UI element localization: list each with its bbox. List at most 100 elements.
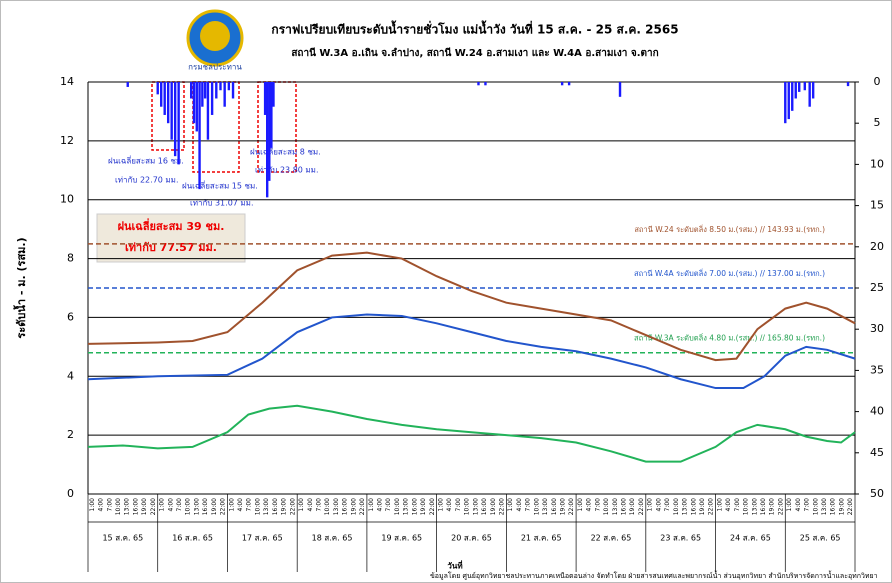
hour-tick-label: 19:00 — [699, 498, 706, 515]
rain-bar — [126, 82, 129, 87]
rain-bar — [227, 82, 231, 91]
rain-bar — [201, 82, 204, 107]
x-tick-label: 23 ส.ค. 65 — [660, 534, 701, 543]
hour-tick-label: 19:00 — [629, 498, 636, 515]
annotation: ฝนเฉลี่ยสะสม 16 ชม. — [108, 155, 184, 166]
x-tick-label: 16 ส.ค. 65 — [172, 534, 213, 543]
hour-tick-label: 19:00 — [420, 498, 427, 515]
hour-tick-label: 10:00 — [464, 498, 471, 515]
annotations: ฝนเฉลี่ยสะสม 16 ชม. เท่ากับ 22.70 มม. ฝน… — [96, 81, 321, 263]
rain-bar — [156, 82, 159, 95]
y2-tick-label: 30 — [870, 322, 884, 335]
y-axis-label: ระดับน้ำ - ม. (รสม.) — [13, 237, 28, 338]
rain-bar — [794, 82, 797, 99]
hour-tick-label: 1:00 — [507, 498, 514, 512]
hour-tick-label: 10:00 — [115, 498, 122, 515]
hour-tick-label: 1:00 — [89, 498, 96, 512]
hour-tick-label: 19:00 — [769, 498, 776, 515]
hour-tick-label: 22:00 — [429, 498, 436, 515]
hour-tick-label: 7:00 — [455, 498, 462, 512]
hour-tick-label: 22:00 — [289, 498, 296, 515]
annotation: เท่ากับ 31.07 มม. — [190, 199, 254, 208]
rain-bar — [192, 82, 196, 124]
y2-tick-label: 0 — [874, 75, 881, 88]
hour-tick-label: 16:00 — [481, 498, 488, 515]
series-line — [87, 313, 856, 390]
hour-tick-label: 7:00 — [734, 498, 741, 512]
x-tick-label: 21 ส.ค. 65 — [521, 534, 562, 543]
hour-tick-label: 4:00 — [237, 498, 244, 512]
hour-tick-label: 16:00 — [690, 498, 697, 515]
rain-bar — [223, 82, 226, 107]
hour-tick-label: 13:00 — [472, 498, 479, 515]
hour-tick-label: 7:00 — [385, 498, 392, 512]
hour-tick-label: 13:00 — [751, 498, 758, 515]
y2-tick-label: 15 — [870, 199, 884, 212]
rain-bar — [189, 82, 193, 99]
rain-bar — [268, 82, 271, 181]
series-line — [87, 251, 856, 362]
hour-tick-label: 10:00 — [185, 498, 192, 515]
hour-tick-label: 10:00 — [603, 498, 610, 515]
hour-tick-label: 4:00 — [655, 498, 662, 512]
hour-tick-label: 19:00 — [141, 498, 148, 515]
rain-bar — [808, 82, 811, 107]
hour-tick-label: 7:00 — [525, 498, 532, 512]
rain-bar — [798, 82, 801, 92]
rain-bar — [477, 82, 480, 86]
hour-tick-label: 16:00 — [551, 498, 558, 515]
x-tick-label: 20 ส.ค. 65 — [451, 534, 492, 543]
rain-bar — [203, 82, 207, 99]
hour-tick-label: 7:00 — [246, 498, 253, 512]
chart-title: กราฟเปรียบเทียบระดับน้ำรายชั่วโมง แม่น้ำ… — [271, 20, 678, 37]
hour-tick-label: 10:00 — [812, 498, 819, 515]
x-tick-label: 24 ส.ค. 65 — [730, 534, 771, 543]
rain-bar — [484, 82, 487, 86]
hour-tick-label: 22:00 — [638, 498, 645, 515]
hour-tick-label: 4:00 — [725, 498, 732, 512]
rain-bar — [163, 82, 166, 115]
rain-bar — [567, 82, 571, 86]
hour-tick-label: 10:00 — [673, 498, 680, 515]
hour-tick-label: 4:00 — [307, 498, 314, 512]
hour-tick-label: 1:00 — [368, 498, 375, 512]
rain-bar — [166, 82, 170, 124]
y-tick-label: 2 — [67, 428, 74, 441]
chart-subtitle: สถานี W.3A อ.เถิน จ.ลำปาง, สถานี W.24 อ.… — [291, 47, 658, 59]
hour-tick-label: 13:00 — [542, 498, 549, 515]
rain-bar — [195, 82, 198, 132]
y-tick-label: 10 — [60, 193, 74, 206]
hour-tick-label: 19:00 — [838, 498, 845, 515]
x-tick-label: 18 ส.ค. 65 — [312, 534, 353, 543]
hour-tick-label: 10:00 — [324, 498, 331, 515]
logo: กรมชลประทาน — [186, 9, 244, 72]
x-tick-label: 17 ส.ค. 65 — [242, 534, 283, 543]
threshold-label: สถานี W.24 ระดับตลิ่ง 8.50 ม.(รสม.) // 1… — [634, 224, 825, 234]
hour-tick-label: 19:00 — [560, 498, 567, 515]
rain-bar — [272, 82, 275, 107]
hour-tick-label: 22:00 — [847, 498, 854, 515]
hour-tick-label: 13:00 — [333, 498, 340, 515]
hour-tick-label: 10:00 — [743, 498, 750, 515]
rain-bar — [215, 82, 218, 99]
hour-tick-label: 1:00 — [786, 498, 793, 512]
rain-bar — [787, 82, 790, 120]
rain-bar — [173, 82, 177, 157]
x-tick-label: 25 ส.ค. 65 — [800, 534, 841, 543]
hour-tick-label: 4:00 — [795, 498, 802, 512]
threshold-label: สถานี W.4A ระดับตลิ่ง 7.00 ม.(รสม.) // 1… — [634, 268, 825, 278]
y-tick-label: 14 — [60, 75, 74, 88]
rain-bar — [560, 82, 564, 86]
y2-tick-label: 25 — [870, 281, 884, 294]
x-tick-label: 19 ส.ค. 65 — [381, 534, 422, 543]
hour-tick-label: 1:00 — [437, 498, 444, 512]
y2-tick-label: 10 — [870, 157, 884, 170]
x-tick-label: 22 ส.ค. 65 — [591, 534, 632, 543]
x-tick-label: 15 ส.ค. 65 — [102, 534, 143, 543]
footer: ข้อมูลโดย ศูนย์อุทกวิทยาชลประทานภาคเหนือ… — [430, 569, 878, 580]
y2-tick-label: 5 — [874, 116, 881, 129]
hour-tick-label: 7:00 — [315, 498, 322, 512]
rain-bar — [210, 82, 214, 115]
